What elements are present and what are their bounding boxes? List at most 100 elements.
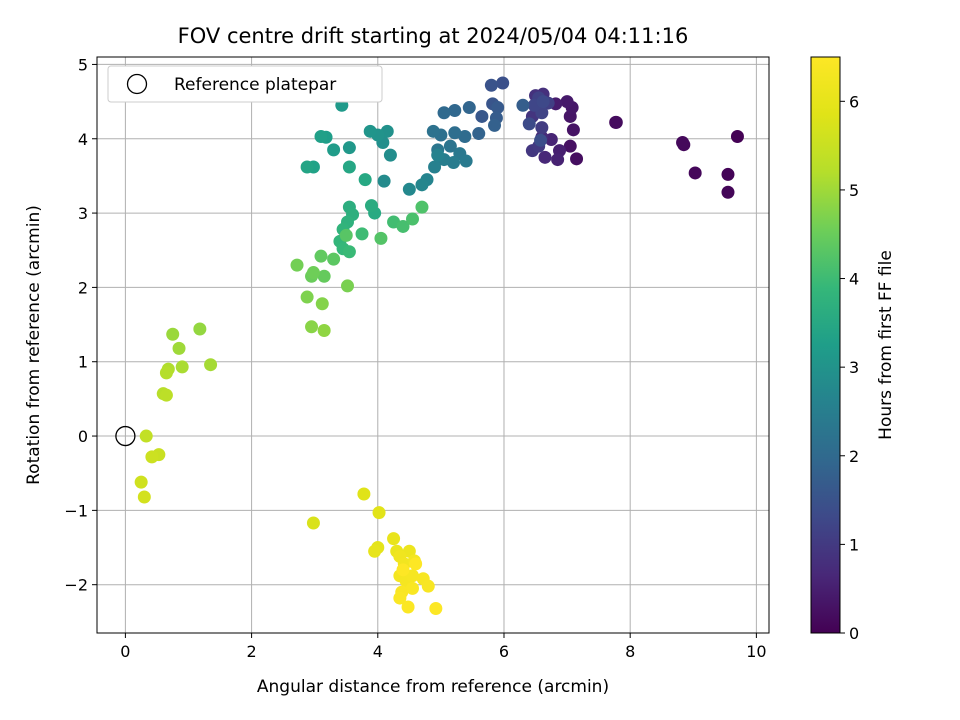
data-point <box>563 139 577 153</box>
data-point <box>475 109 489 123</box>
data-point <box>491 101 505 115</box>
data-point <box>364 199 378 213</box>
data-point <box>383 148 397 162</box>
y-tick-label: 0 <box>78 427 88 446</box>
data-point <box>166 327 180 341</box>
colorbar-tick-label: 4 <box>849 270 859 289</box>
colorbar-tick-label: 0 <box>849 624 859 643</box>
data-point <box>342 245 356 259</box>
data-point <box>536 95 550 109</box>
colorbar-tick-label: 2 <box>849 447 859 466</box>
data-point <box>609 115 623 129</box>
data-point <box>409 557 423 571</box>
data-point <box>428 160 442 174</box>
data-point <box>290 258 304 272</box>
colorbar-gradient <box>810 56 841 634</box>
data-point <box>429 601 443 615</box>
data-point <box>534 133 548 147</box>
data-point <box>458 130 472 144</box>
data-point <box>421 579 435 593</box>
y-tick-label: −1 <box>64 501 88 520</box>
y-tick-label: 3 <box>78 204 88 223</box>
grid <box>97 57 769 633</box>
data-point <box>314 130 328 144</box>
data-point <box>306 266 320 280</box>
data-point <box>355 227 369 241</box>
data-point <box>368 544 382 558</box>
x-tick-label: 6 <box>499 642 509 661</box>
data-point <box>396 563 410 577</box>
data-point <box>327 252 341 266</box>
data-point <box>306 516 320 530</box>
data-point <box>462 101 476 115</box>
x-tick-label: 4 <box>373 642 383 661</box>
x-tick-label: 0 <box>120 642 130 661</box>
data-point <box>516 98 530 112</box>
data-point <box>484 78 498 92</box>
data-point <box>139 429 153 443</box>
y-axis-label: Rotation from reference (arcmin) <box>24 205 44 485</box>
data-point <box>730 130 744 144</box>
data-point <box>363 124 377 138</box>
data-point <box>431 148 445 162</box>
data-point <box>317 269 331 283</box>
data-point <box>300 290 314 304</box>
data-point <box>405 212 419 226</box>
data-point <box>488 118 502 132</box>
data-point <box>175 360 189 374</box>
data-point <box>339 228 353 242</box>
data-point <box>415 200 429 214</box>
data-point <box>341 279 355 293</box>
data-point <box>145 450 159 464</box>
data-point <box>566 123 580 137</box>
colorbar-tick-label: 5 <box>849 181 859 200</box>
x-axis-ticks: 0 2 4 6 8 10 <box>120 633 767 661</box>
colorbar: 0 1 2 3 4 5 6 Hours from first FF file <box>810 56 896 643</box>
data-point <box>448 126 462 140</box>
plot-frame <box>96 56 770 634</box>
data-point <box>522 117 536 131</box>
data-point <box>305 320 319 334</box>
data-point <box>377 174 391 188</box>
x-tick-label: 8 <box>625 642 635 661</box>
legend-box <box>107 65 383 103</box>
data-point <box>721 167 735 181</box>
data-point <box>402 182 416 196</box>
x-axis-label: Angular distance from reference (arcmin) <box>257 677 609 697</box>
data-point <box>443 139 457 153</box>
data-point <box>393 591 407 605</box>
y-tick-label: 4 <box>78 130 88 149</box>
data-point <box>401 600 415 614</box>
data-point <box>551 153 565 167</box>
colorbar-tick-label: 6 <box>849 92 859 111</box>
data-point <box>317 324 331 338</box>
data-point <box>342 141 356 155</box>
data-point <box>459 154 473 168</box>
data-point <box>327 143 341 157</box>
x-tick-label: 10 <box>746 642 766 661</box>
data-point <box>688 166 702 180</box>
colorbar-ticks: 0 1 2 3 4 5 6 <box>840 92 859 643</box>
data-point <box>300 160 314 174</box>
data-point <box>137 490 151 504</box>
data-point <box>159 366 173 380</box>
data-point <box>405 581 419 595</box>
y-tick-label: 1 <box>78 353 88 372</box>
data-point <box>315 297 329 311</box>
y-tick-label: 2 <box>78 278 88 297</box>
data-point <box>204 358 218 372</box>
data-point <box>193 322 207 336</box>
data-point <box>159 388 173 402</box>
data-point <box>372 506 386 520</box>
data-point <box>676 135 690 149</box>
data-point <box>560 95 574 109</box>
x-tick-label: 2 <box>246 642 256 661</box>
colorbar-tick-label: 1 <box>849 535 859 554</box>
legend: Reference platepar <box>107 65 383 103</box>
data-point <box>357 487 371 501</box>
data-point <box>426 124 440 138</box>
colorbar-label: Hours from first FF file <box>876 250 896 440</box>
y-tick-label: 5 <box>78 55 88 74</box>
data-point <box>721 185 735 199</box>
